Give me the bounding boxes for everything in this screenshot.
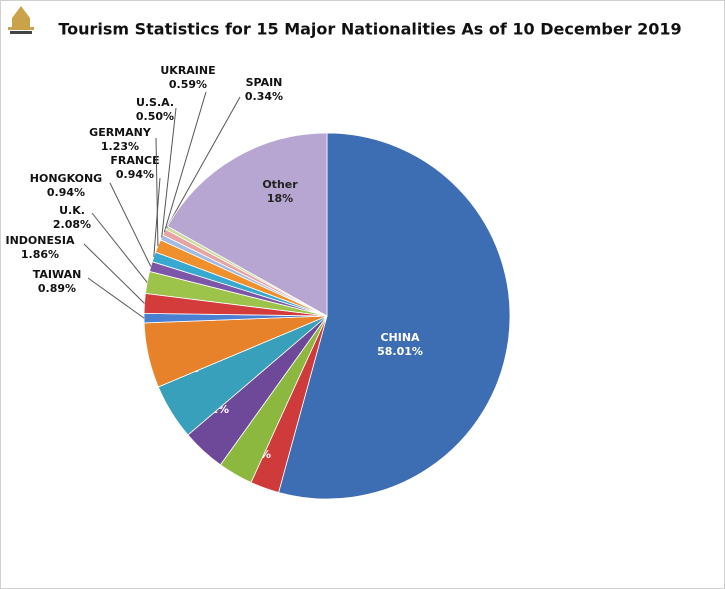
pie-slice xyxy=(278,132,511,500)
category-label: Other xyxy=(262,178,298,191)
leader-line xyxy=(155,137,159,246)
leader-line xyxy=(153,177,161,257)
category-label: GERMANY xyxy=(89,126,152,139)
value-label: 58.01% xyxy=(377,345,423,358)
value-label: 2.08% xyxy=(53,218,91,231)
chart-title: Tourism Statistics for 15 Major National… xyxy=(58,20,681,39)
category-label: FRANCE xyxy=(110,154,159,167)
category-label: HONGKONG xyxy=(30,172,102,185)
logo xyxy=(8,6,34,34)
category-label: UKRAINE xyxy=(160,64,215,77)
leader-line xyxy=(166,96,241,229)
leader-line xyxy=(91,212,148,283)
value-label: 0.59% xyxy=(169,78,207,91)
value-label: 0.94% xyxy=(116,168,154,181)
value-label: 18% xyxy=(267,192,293,205)
value-label: 0.50% xyxy=(136,110,174,123)
leader-line xyxy=(163,91,207,233)
category-label: INDONESIA xyxy=(5,234,75,247)
value-label: 0.89% xyxy=(38,282,76,295)
leader-line xyxy=(83,243,145,304)
leader-line xyxy=(109,182,152,267)
category-label: TAIWAN xyxy=(33,268,82,281)
category-label: U.S.A. xyxy=(136,96,174,109)
value-label: 1.23% xyxy=(101,140,139,153)
value-label: 0.34% xyxy=(245,90,283,103)
category-label: U.K. xyxy=(59,204,85,217)
category-label: CHINA xyxy=(380,331,420,344)
pie-slice xyxy=(167,132,328,317)
category-label: SPAIN xyxy=(246,76,283,89)
leader-line xyxy=(161,107,177,238)
value-label: 1.86% xyxy=(21,248,59,261)
value-label: 0.94% xyxy=(47,186,85,199)
leader-line xyxy=(87,277,145,319)
